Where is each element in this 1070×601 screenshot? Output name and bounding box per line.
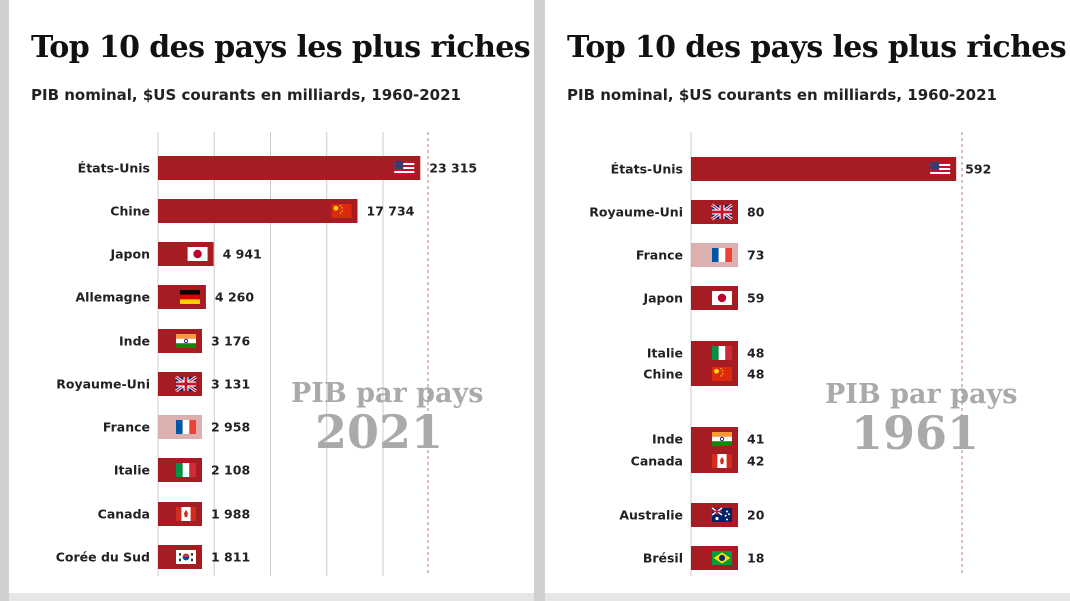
bar-row: Chine 17 734 <box>110 199 415 223</box>
bar <box>158 199 358 223</box>
value-label: 592 <box>965 162 991 177</box>
flag-cn-icon <box>712 367 732 381</box>
flag-in-icon <box>712 432 732 446</box>
bar-row: États-Unis 592 <box>611 157 991 181</box>
value-label: 3 176 <box>211 334 250 349</box>
bar-row: Canada 42 <box>631 449 764 473</box>
bar-row: Canada 1 988 <box>98 502 250 526</box>
bottom-strip <box>9 593 534 601</box>
category-label: Royaume-Uni <box>56 377 150 392</box>
category-label: Italie <box>114 463 150 478</box>
flag-ca-icon <box>176 507 196 521</box>
flag-au-icon <box>711 507 732 522</box>
bar-row: Italie 2 108 <box>114 458 250 482</box>
value-label: 2 958 <box>211 420 250 435</box>
category-label: Corée du Sud <box>56 550 150 565</box>
category-label: France <box>103 420 150 435</box>
flag-in-icon <box>176 334 196 348</box>
bar-row: États-Unis 23 315 <box>78 156 477 180</box>
value-label: 42 <box>747 454 764 469</box>
category-label: Chine <box>110 204 150 219</box>
watermark-year: 1961 <box>850 406 980 460</box>
bar-row: Allemagne 4 260 <box>75 285 254 309</box>
flag-br-icon <box>712 551 732 565</box>
value-label: 4 260 <box>215 290 254 305</box>
flag-jp-icon <box>187 247 208 261</box>
flag-ca-icon <box>712 454 732 468</box>
chart-title: Top 10 des pays les plus riches <box>567 30 1067 65</box>
category-label: États-Unis <box>611 162 683 177</box>
category-label: Chine <box>643 367 683 382</box>
value-label: 4 941 <box>223 247 262 262</box>
watermark-year: 2021 <box>314 405 444 459</box>
category-label: Royaume-Uni <box>589 205 683 220</box>
chart-subtitle: PIB nominal, $US courants en milliards, … <box>31 86 461 104</box>
bar <box>158 156 421 180</box>
flag-cn-icon <box>331 204 352 218</box>
chart-panel-2021: Top 10 des pays les plus riches PIB nomi… <box>9 0 534 601</box>
category-label: Australie <box>619 508 683 523</box>
category-label: Japon <box>642 291 683 306</box>
flag-jp-icon <box>712 291 732 305</box>
category-label: Allemagne <box>75 290 150 305</box>
bar-row: Royaume-Uni 80 <box>589 200 765 224</box>
value-label: 59 <box>747 291 764 306</box>
flag-de-icon <box>179 290 200 304</box>
flag-it-icon <box>176 463 196 477</box>
value-label: 73 <box>747 248 764 263</box>
bar <box>691 157 957 181</box>
bar-row: Italie 48 <box>647 341 764 365</box>
category-label: Italie <box>647 346 683 361</box>
watermark-label: PIB par pays <box>825 379 1018 410</box>
value-label: 1 988 <box>211 507 250 522</box>
value-label: 1 811 <box>211 550 250 565</box>
year-watermark: PIB par pays 2021 <box>291 378 484 459</box>
bar-row: Japon 4 941 <box>109 242 262 266</box>
category-label: Canada <box>631 454 683 469</box>
flag-gb-icon <box>711 203 733 221</box>
value-label: 48 <box>747 367 764 382</box>
bar-row: France 73 <box>636 243 764 267</box>
flag-fr-icon <box>712 248 732 262</box>
flag-us-icon <box>930 162 951 176</box>
bar-row: France 2 958 <box>103 415 250 439</box>
value-label: 41 <box>747 432 764 447</box>
bar-row: Brésil 18 <box>643 546 764 570</box>
year-watermark: PIB par pays 1961 <box>825 379 1018 460</box>
category-label: Japon <box>109 247 150 262</box>
category-label: Inde <box>119 334 150 349</box>
category-label: Canada <box>98 507 150 522</box>
value-label: 17 734 <box>367 204 415 219</box>
bar-row: Australie 20 <box>619 503 765 527</box>
flag-fr-icon <box>176 420 196 434</box>
category-label: États-Unis <box>78 161 150 176</box>
bar-chart-2021: États-Unis 23 315 Chine 17 734 Japon 4 941 All… <box>56 132 477 576</box>
bar-row: Inde 3 176 <box>119 329 250 353</box>
value-label: 48 <box>747 346 764 361</box>
bar-row: Corée du Sud 1 811 <box>56 545 250 569</box>
value-label: 80 <box>747 205 765 220</box>
bar-row: Inde 41 <box>652 427 764 451</box>
chart-panel-1961: Top 10 des pays les plus riches PIB nomi… <box>545 0 1070 601</box>
category-label: Brésil <box>643 551 683 566</box>
flag-us-icon <box>394 161 415 175</box>
flag-kr-icon <box>176 550 196 564</box>
value-label: 20 <box>747 508 765 523</box>
value-label: 2 108 <box>211 463 250 478</box>
bar-row: Chine 48 <box>643 362 764 386</box>
flag-it-icon <box>712 346 732 360</box>
value-label: 18 <box>747 551 764 566</box>
bar-row: Japon 59 <box>642 286 764 310</box>
flag-gb-icon <box>175 375 197 393</box>
value-label: 3 131 <box>211 377 250 392</box>
bar-chart-1961: États-Unis 592 Royaume-Uni 80 France 73 Japon 5… <box>589 132 991 576</box>
watermark-label: PIB par pays <box>291 378 484 409</box>
chart-subtitle: PIB nominal, $US courants en milliards, … <box>567 86 997 104</box>
chart-title: Top 10 des pays les plus riches <box>31 30 531 65</box>
bar-row: Royaume-Uni 3 131 <box>56 372 250 396</box>
value-label: 23 315 <box>429 161 477 176</box>
category-label: France <box>636 248 683 263</box>
category-label: Inde <box>652 432 683 447</box>
bottom-strip <box>545 593 1070 601</box>
